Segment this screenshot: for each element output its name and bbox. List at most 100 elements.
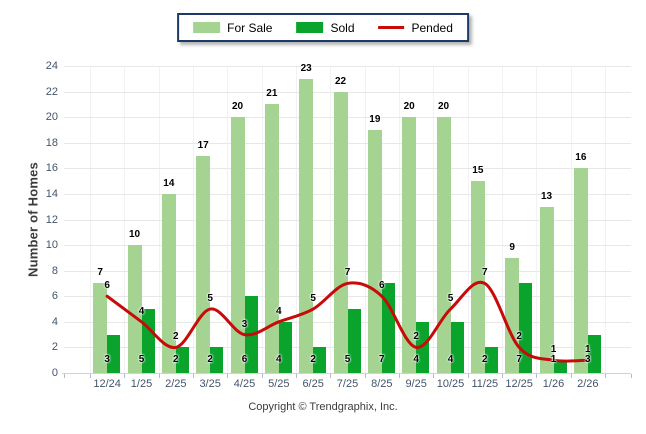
y-tick-label: 16: [45, 162, 58, 175]
x-tick-label: 7/25: [336, 378, 359, 390]
for-sale-value-label: 19: [369, 113, 381, 125]
pended-value-label: 4: [276, 305, 282, 317]
horizontal-gridline: [64, 193, 631, 195]
x-axis-tick: [433, 374, 435, 378]
horizontal-gridline: [64, 245, 631, 247]
pended-value-label: 2: [516, 331, 522, 343]
for-sale-value-label: 14: [163, 177, 175, 189]
for-sale-bar: [196, 155, 211, 373]
sold-bar: [416, 321, 430, 373]
for-sale-bar: [367, 129, 382, 373]
y-tick-label: 18: [45, 136, 58, 149]
x-axis-tick: [227, 374, 229, 378]
x-tick-label: 6/25: [302, 378, 324, 390]
x-axis-tick: [467, 374, 469, 378]
x-axis-tick: [296, 374, 297, 378]
x-axis-tick: [90, 374, 91, 378]
pended-value-label: 6: [379, 280, 385, 292]
copyright-text: Copyright © Trendgraphix, Inc.: [248, 401, 398, 413]
x-tick-label: 2/25: [165, 378, 187, 390]
sold-value-label: 2: [310, 354, 316, 365]
for-sale-value-label: 15: [472, 165, 484, 177]
sold-bar: [587, 334, 601, 373]
for-sale-bar: [264, 104, 279, 373]
horizontal-gridline: [64, 168, 631, 170]
sold-swatch-icon: [296, 22, 324, 33]
y-tick-label: 0: [51, 367, 58, 379]
sold-value-label: 1: [550, 354, 557, 365]
x-tick-label: 2/26: [577, 378, 599, 390]
sold-value-label: 4: [447, 354, 454, 365]
for-sale-bar: [93, 283, 108, 373]
horizontal-gridline: [64, 117, 631, 119]
for-sale-bar: [230, 117, 245, 373]
y-tick-label: 8: [51, 264, 58, 277]
sold-value-label: 2: [482, 354, 488, 365]
y-tick-label: 24: [45, 60, 58, 72]
x-tick-label: 1/25: [130, 378, 153, 390]
pended-value-label: 5: [207, 293, 213, 305]
pended-value-label: 5: [310, 293, 316, 305]
x-axis-tick: [536, 374, 538, 378]
x-axis-tick: [64, 374, 65, 378]
y-tick-label: 20: [45, 111, 58, 124]
x-axis-tick: [330, 374, 332, 378]
for-sale-bar: [436, 117, 451, 373]
sold-value-label: 2: [173, 354, 179, 365]
x-axis-tick: [502, 374, 503, 378]
x-tick-label: 9/25: [405, 378, 427, 390]
sold-value-label: 7: [516, 354, 522, 365]
legend-item-for-sale: For Sale: [193, 21, 272, 35]
pended-value-label: 3: [241, 318, 248, 330]
sold-value-label: 4: [276, 354, 282, 365]
pended-value-label: 7: [482, 267, 488, 279]
x-tick-label: 10/25: [436, 378, 465, 390]
x-tick-label: 4/25: [233, 378, 256, 390]
x-tick-label: 8/25: [371, 378, 393, 390]
for-sale-value-label: 22: [334, 75, 347, 87]
horizontal-gridline: [64, 142, 631, 144]
legend-label-pended: Pended: [411, 20, 453, 35]
for-sale-value-label: 21: [266, 88, 278, 100]
legend: For Sale Sold Pended: [177, 13, 469, 42]
x-axis-tick: [364, 374, 366, 378]
for-sale-value-label: 10: [128, 229, 141, 241]
y-tick-label: 6: [51, 290, 58, 303]
x-tick-label: 12/25: [505, 378, 533, 390]
y-tick-label: 2: [51, 341, 58, 354]
pended-line-swatch-icon: [378, 26, 405, 29]
x-axis-tick: [193, 374, 194, 378]
x-axis-tick: [605, 374, 606, 378]
for-sale-value-label: 20: [437, 101, 450, 113]
sold-value-label: 7: [379, 354, 385, 365]
pended-value-label: 1: [550, 344, 557, 356]
sold-value-label: 5: [138, 354, 145, 365]
for-sale-value-label: 20: [231, 101, 244, 113]
x-tick-label: 12/24: [93, 378, 121, 390]
x-tick-label: 3/25: [199, 378, 221, 390]
horizontal-gridline: [64, 270, 631, 272]
for-sale-bar: [573, 168, 588, 373]
y-tick-label: 22: [45, 85, 58, 98]
for-sale-bar: [161, 193, 176, 373]
x-axis-tick: [158, 374, 160, 378]
for-sale-value-label: 16: [575, 152, 587, 164]
x-axis-tick: [261, 374, 263, 378]
pended-value-label: 1: [585, 344, 591, 356]
pended-value-label: 4: [138, 305, 145, 317]
legend-item-pended: Pended: [378, 20, 453, 35]
x-tick-label: 1/26: [542, 378, 565, 390]
pended-value-label: 6: [104, 280, 110, 292]
sold-value-label: 3: [585, 354, 591, 365]
legend-label-sold: Sold: [330, 20, 355, 35]
sold-value-label: 4: [413, 354, 419, 365]
y-tick-label: 4: [51, 315, 58, 328]
for-sale-value-label: 23: [300, 62, 312, 74]
horizontal-gridline: [64, 91, 631, 93]
for-sale-value-label: 13: [540, 190, 553, 202]
sold-value-label: 5: [344, 354, 351, 365]
for-sale-swatch-icon: [193, 22, 221, 33]
sold-bar: [450, 321, 464, 373]
